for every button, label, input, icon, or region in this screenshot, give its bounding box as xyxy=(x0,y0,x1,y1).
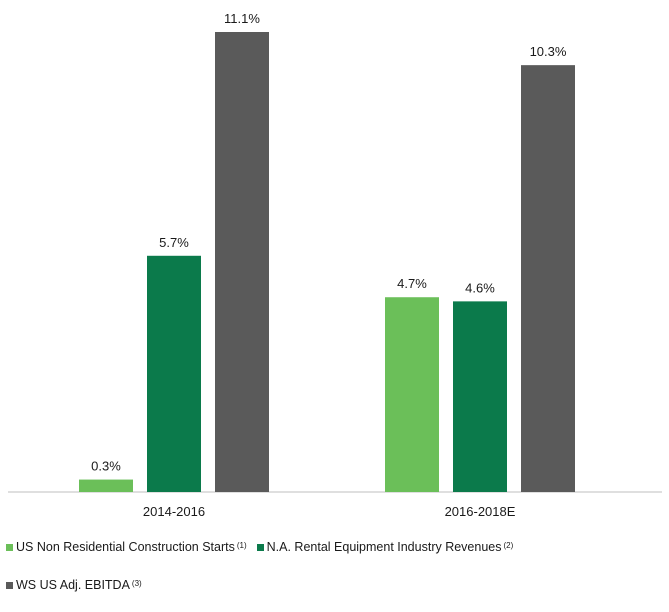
legend-swatch-0 xyxy=(6,543,13,551)
category-label-0: 2014-2016 xyxy=(143,504,205,519)
legend-note-1: (2) xyxy=(503,540,514,550)
bar-0-1 xyxy=(147,255,201,492)
legend-swatch-1 xyxy=(256,543,264,551)
legend-item-1: N.A. Rental Equipment Industry Revenues … xyxy=(256,540,514,554)
bar-0-0 xyxy=(79,479,133,492)
legend-note-0: (1) xyxy=(236,540,247,550)
legend-swatch-2 xyxy=(6,581,13,589)
legend-item-2: WS US Adj. EBITDA (3) xyxy=(6,578,142,592)
data-label-1-0: 4.7% xyxy=(397,276,427,291)
category-label-1: 2016-2018E xyxy=(445,504,516,519)
legend: US Non Residential Construction Starts (… xyxy=(6,536,666,612)
data-label-0-1: 5.7% xyxy=(159,235,189,250)
data-label-0-0: 0.3% xyxy=(91,459,121,474)
legend-label-2: WS US Adj. EBITDA xyxy=(16,578,130,592)
bar-chart: 0.3% 5.7% 11.1% 4.7% 4.6% 10.3% 2014-2016 2016… xyxy=(8,11,662,519)
bar-1-1 xyxy=(453,301,507,492)
legend-note-2: (3) xyxy=(131,578,142,588)
legend-row-1: US Non Residential Construction Starts (… xyxy=(6,536,666,558)
legend-item-0: US Non Residential Construction Starts (… xyxy=(6,540,247,554)
bar-0-2 xyxy=(215,32,269,492)
data-label-0-2: 11.1% xyxy=(224,11,260,26)
data-label-1-1: 4.6% xyxy=(465,280,495,295)
bar-1-0 xyxy=(385,297,439,492)
legend-row-2: WS US Adj. EBITDA (3) xyxy=(6,574,666,596)
bar-1-2 xyxy=(521,65,575,493)
data-label-1-2: 10.3% xyxy=(530,44,567,59)
legend-label-1: N.A. Rental Equipment Industry Revenues xyxy=(266,540,502,554)
legend-label-0: US Non Residential Construction Starts xyxy=(16,540,235,554)
